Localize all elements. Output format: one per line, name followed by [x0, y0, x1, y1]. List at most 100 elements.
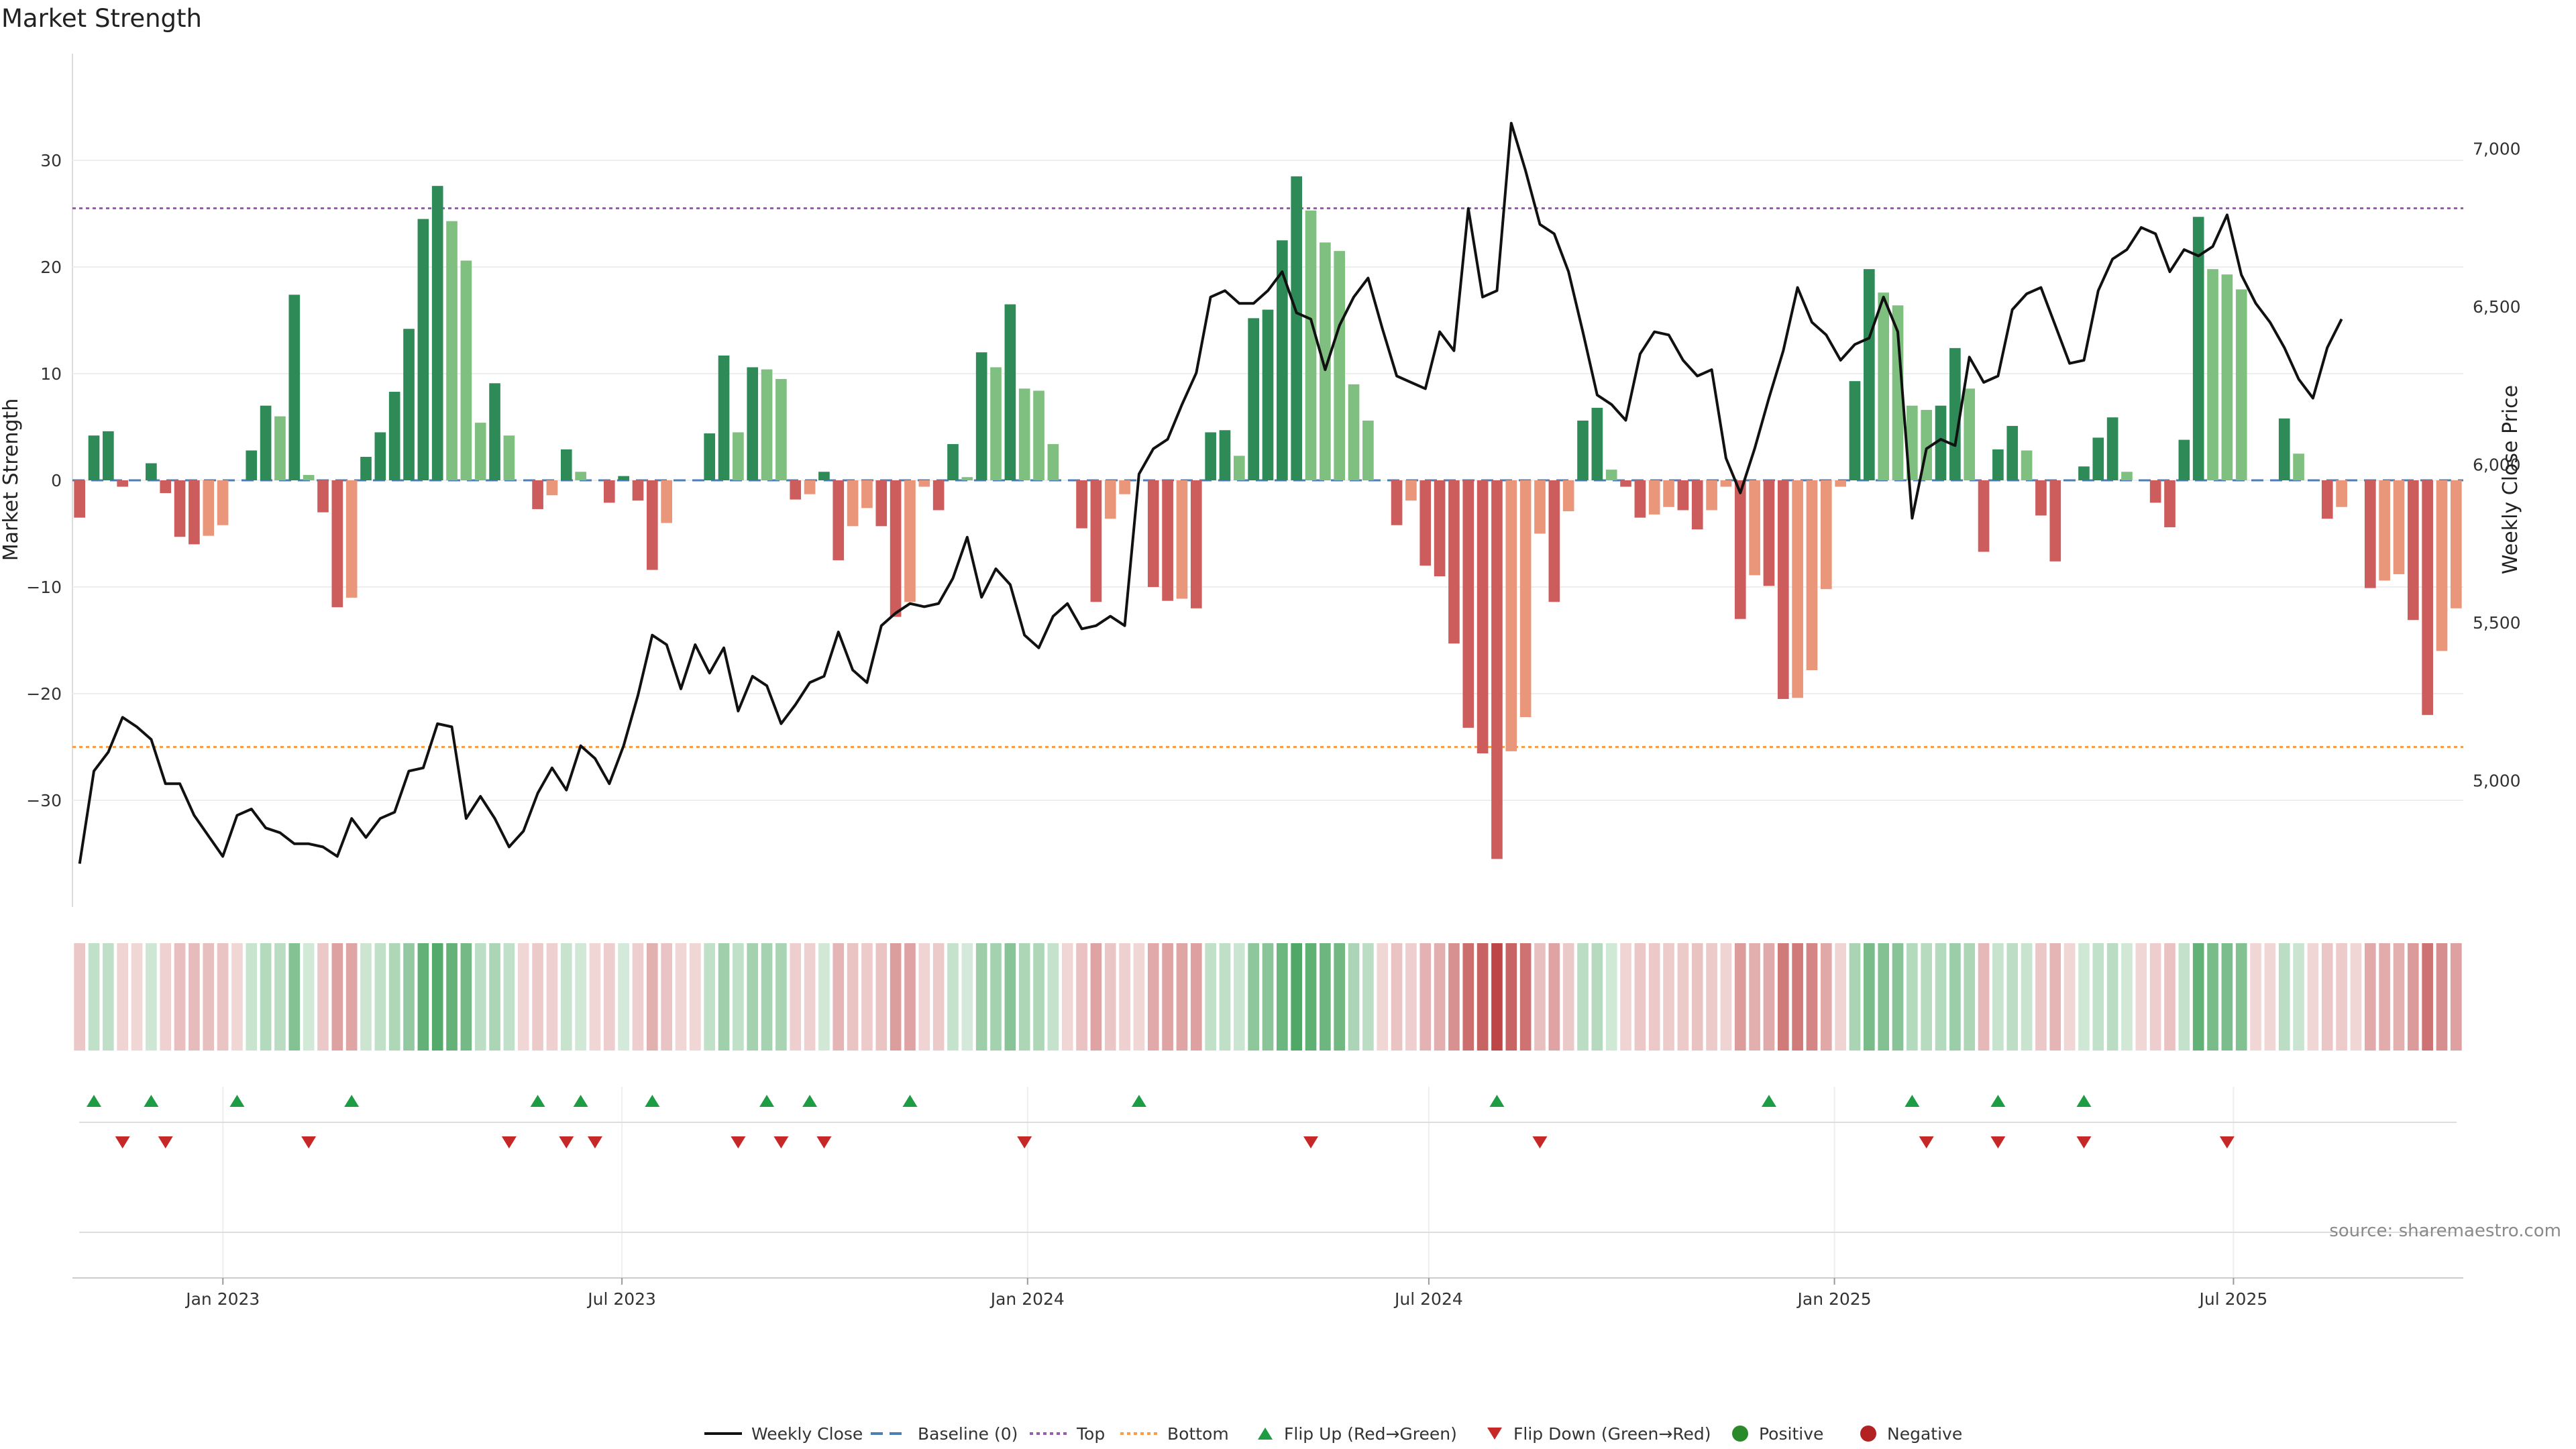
heat-cell: [2035, 943, 2047, 1051]
strength-bar: [1605, 470, 1617, 480]
strength-bar: [2278, 418, 2290, 480]
strength-bar: [1978, 480, 1990, 552]
heat-cell: [1018, 943, 1030, 1051]
strength-bar: [431, 186, 443, 480]
heat-cell: [661, 943, 672, 1051]
flip-up-marker: [1761, 1095, 1776, 1107]
strength-bar: [203, 480, 215, 536]
heat-cell: [990, 943, 1002, 1051]
strength-bar: [2364, 480, 2376, 588]
legend-label: Baseline (0): [918, 1424, 1018, 1444]
flip-down-marker: [301, 1136, 317, 1148]
y-tick-right: 7,000: [2473, 139, 2521, 158]
strength-bar: [1577, 420, 1589, 480]
legend-label: Positive: [1759, 1424, 1823, 1444]
strength-bar: [446, 221, 458, 480]
strength-bar: [1734, 480, 1746, 619]
heat-cell: [932, 943, 945, 1051]
strength-bar: [2192, 217, 2204, 480]
heat-cell: [1362, 943, 1374, 1051]
strength-bar: [2049, 480, 2061, 561]
strength-bar: [1677, 480, 1689, 511]
heat-cell: [2422, 943, 2433, 1051]
flip-up-marker: [645, 1095, 660, 1107]
strength-bar: [1477, 480, 1489, 754]
heat-cell: [2149, 943, 2161, 1051]
heat-cell: [1749, 943, 1760, 1051]
legend-label: Bottom: [1167, 1424, 1229, 1444]
heat-cell: [1291, 943, 1303, 1051]
flip-up-marker: [344, 1095, 360, 1107]
strength-bar: [2221, 274, 2233, 480]
flip-down-marker: [1017, 1136, 1032, 1148]
strength-bar: [303, 475, 315, 480]
heat-cell: [1548, 943, 1560, 1051]
strength-bar: [1419, 480, 1432, 566]
heat-cell: [1176, 943, 1188, 1051]
heat-cell: [1505, 943, 1517, 1051]
strength-bar: [1262, 309, 1274, 480]
strength-bar: [1878, 292, 1889, 480]
heat-cell: [1878, 943, 1889, 1051]
strength-bar: [1405, 480, 1417, 501]
heat-cell: [1921, 943, 1933, 1051]
heat-cell: [2221, 943, 2233, 1051]
flip-down-marker: [559, 1136, 574, 1148]
heat-cell: [217, 943, 229, 1051]
heat-cell: [317, 943, 329, 1051]
strength-bar: [1634, 480, 1646, 518]
y-axis-label-right: Weekly Close Price: [2499, 385, 2522, 574]
heat-cell: [1864, 943, 1875, 1051]
strength-bar: [374, 432, 386, 480]
heat-cell: [2021, 943, 2033, 1051]
heat-cell: [833, 943, 845, 1051]
flip-up-marker: [87, 1095, 102, 1107]
strength-bar: [1849, 381, 1861, 480]
strength-bar: [1749, 480, 1760, 576]
heat-cell: [2049, 943, 2061, 1051]
heat-cell: [174, 943, 186, 1051]
flip-up-marker: [902, 1095, 918, 1107]
source-note: source: sharemaestro.com: [2329, 1221, 2561, 1241]
heat-cell: [1949, 943, 1961, 1051]
heat-cell: [331, 943, 343, 1051]
heat-cell: [2235, 943, 2247, 1051]
flip-up-marker: [1904, 1095, 1920, 1107]
y-tick-left: −30: [26, 791, 62, 810]
strength-bar: [2121, 472, 2133, 480]
heat-cell: [2207, 943, 2218, 1051]
strength-bar: [1820, 480, 1832, 590]
heat-cell: [374, 943, 386, 1051]
heat-cell: [1334, 943, 1346, 1051]
heat-cell: [1162, 943, 1173, 1051]
strength-bar: [718, 355, 730, 480]
strength-bar: [1691, 480, 1703, 530]
strength-bar: [1491, 480, 1503, 859]
heat-cell: [2393, 943, 2405, 1051]
strength-bar: [174, 480, 186, 537]
heat-cell: [1806, 943, 1818, 1051]
legend-marker-dot: [1732, 1426, 1748, 1442]
strength-bar: [1663, 480, 1674, 507]
strength-bar: [1534, 480, 1546, 534]
heat-cell: [1534, 943, 1546, 1051]
strength-bar: [1720, 480, 1732, 487]
strength-bar: [246, 450, 258, 480]
heat-cell: [345, 943, 358, 1051]
strength-bar: [961, 477, 973, 480]
heat-cell: [360, 943, 372, 1051]
flip-up-marker: [802, 1095, 818, 1107]
heat-cell: [303, 943, 315, 1051]
heat-cell: [1907, 943, 1918, 1051]
strength-bar: [1018, 388, 1030, 480]
flip-down-marker: [1532, 1136, 1548, 1148]
strength-bar: [2293, 453, 2304, 480]
heat-cell: [1691, 943, 1703, 1051]
heat-cell: [2293, 943, 2304, 1051]
heat-cell: [975, 943, 987, 1051]
strength-bar: [388, 392, 400, 480]
heat-cell: [804, 943, 816, 1051]
heat-cell: [2436, 943, 2448, 1051]
strength-bar: [1119, 480, 1130, 494]
